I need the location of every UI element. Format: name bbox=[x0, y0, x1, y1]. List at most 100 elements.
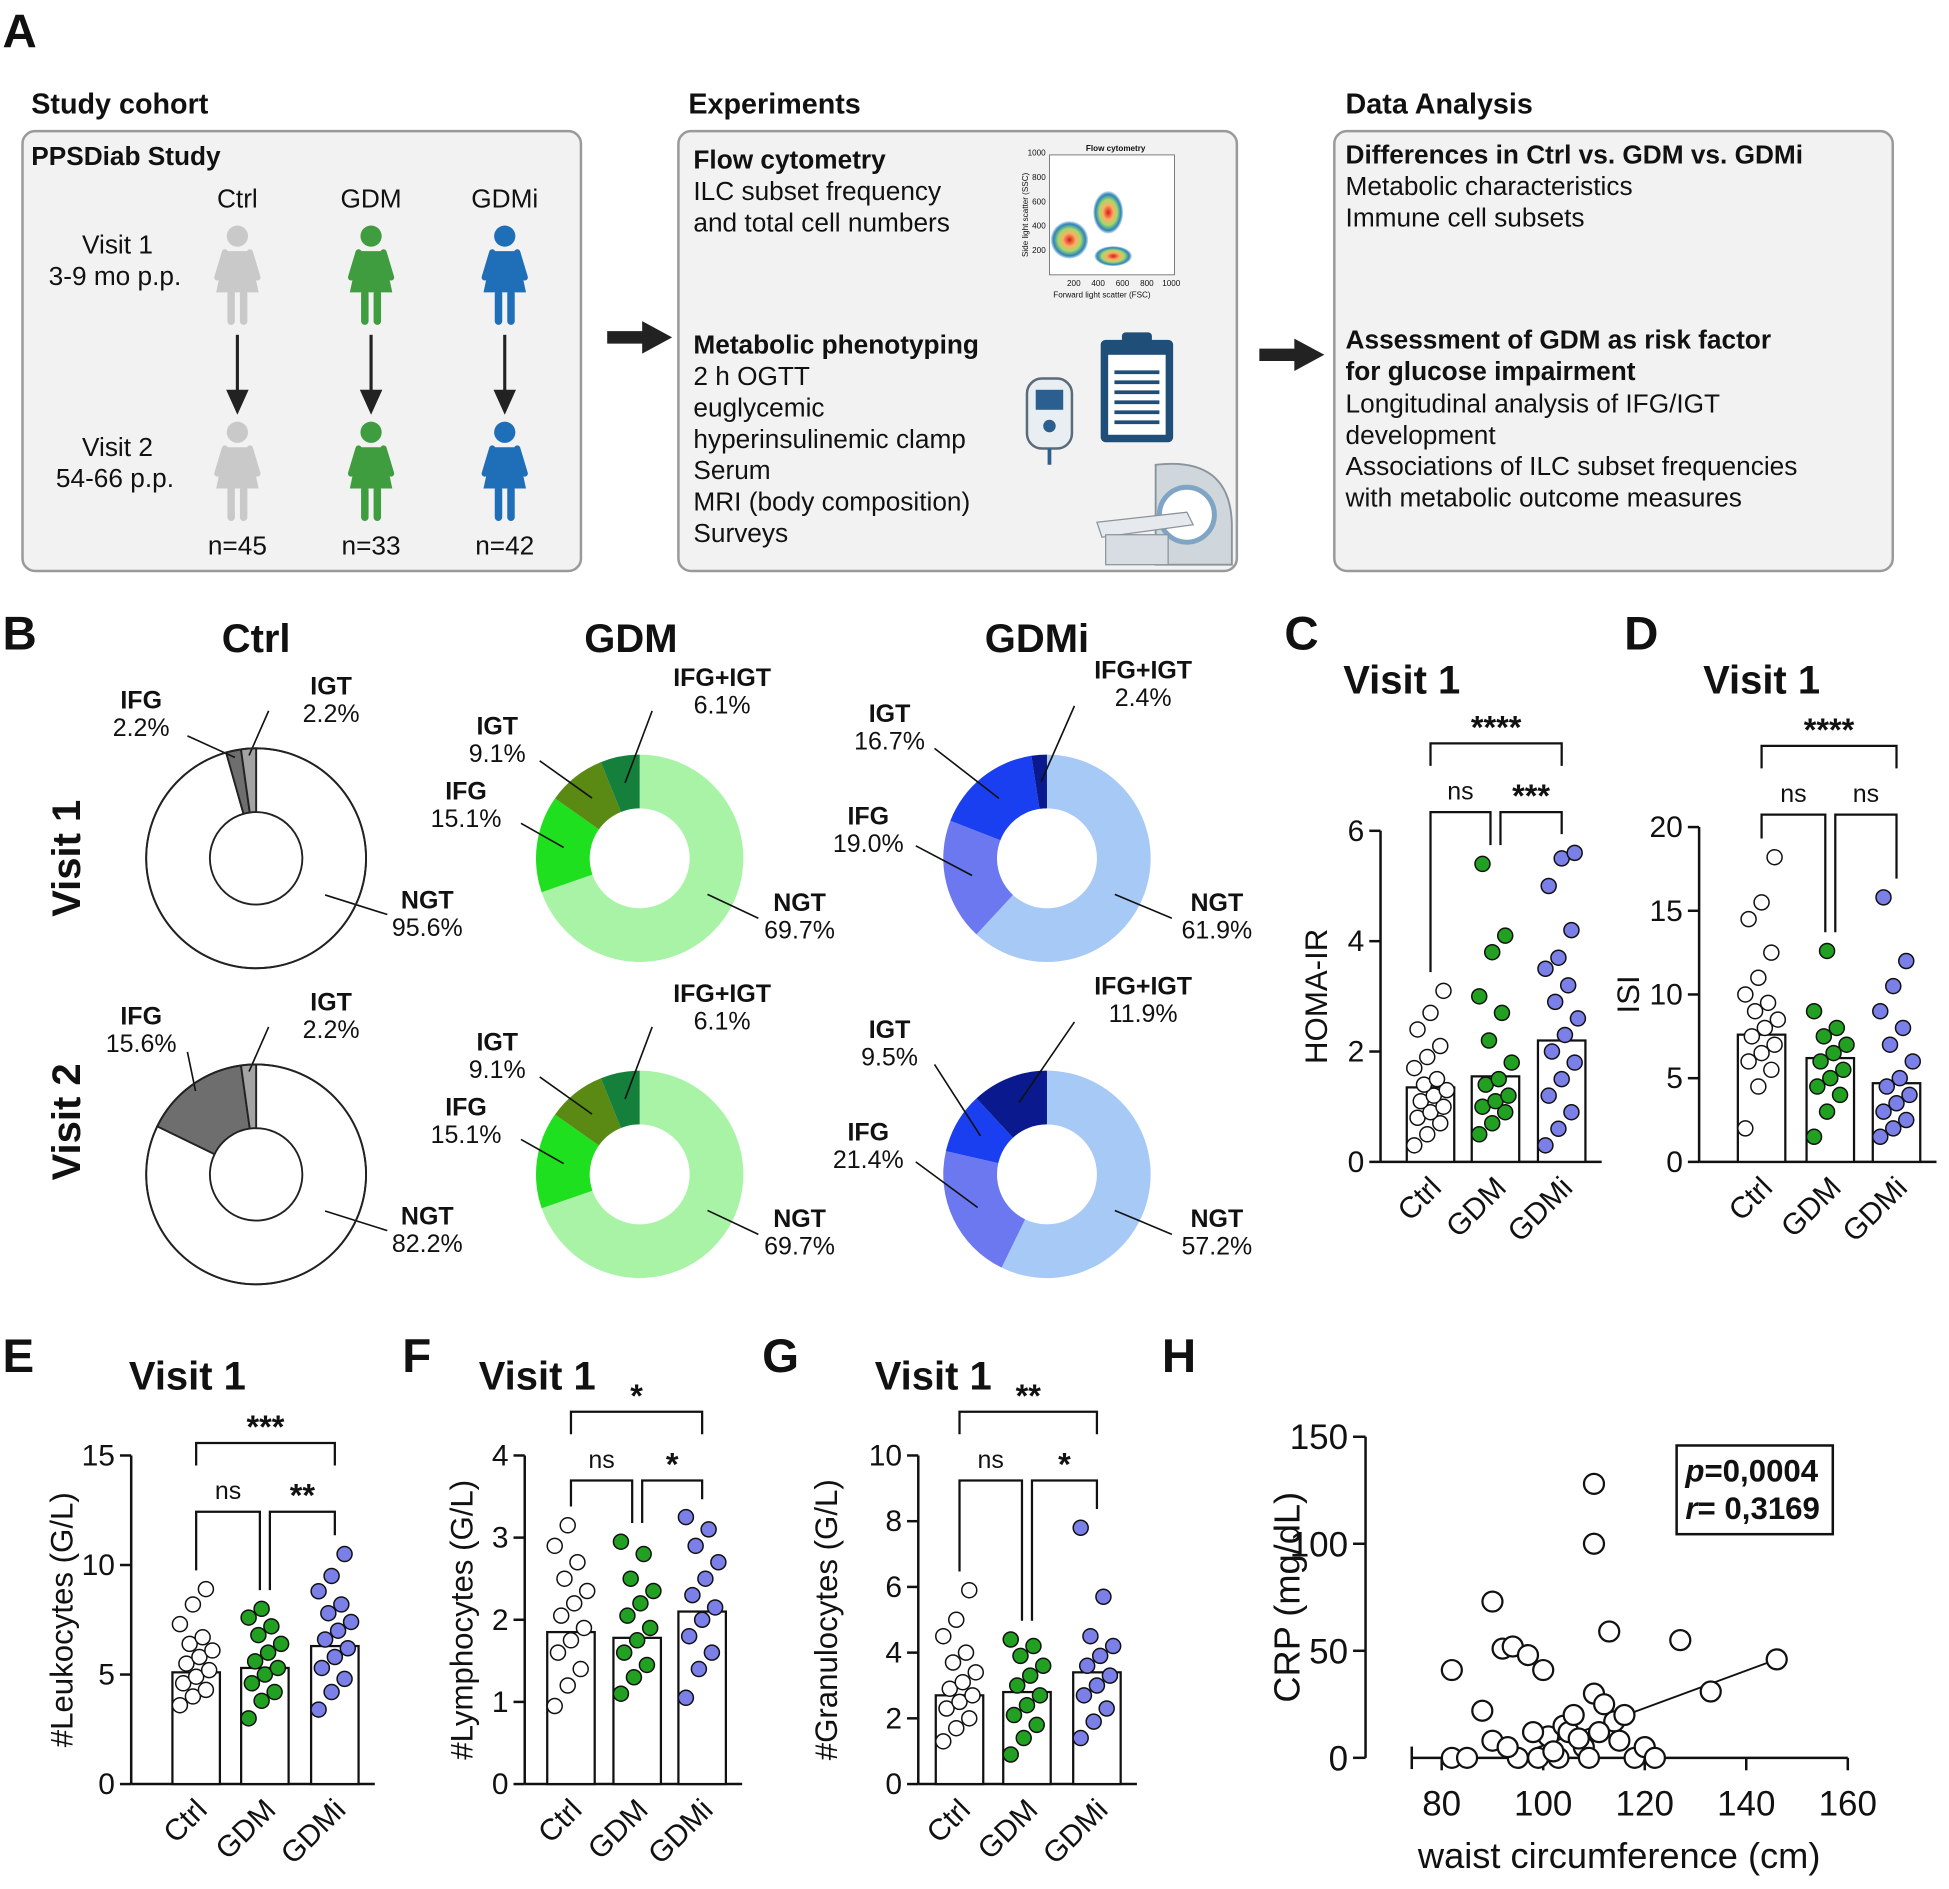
person-arms bbox=[481, 249, 528, 281]
inset-ytick: 400 bbox=[1032, 222, 1046, 231]
data-point bbox=[578, 1582, 596, 1600]
block-line: Metabolic characteristics bbox=[1346, 171, 1633, 201]
scatter-point bbox=[1699, 1680, 1722, 1703]
data-point bbox=[1098, 1700, 1115, 1717]
data-point bbox=[1082, 1627, 1099, 1645]
data-point bbox=[266, 1683, 283, 1701]
data-point bbox=[700, 1521, 717, 1538]
stats-value: = 0,3169 bbox=[1698, 1491, 1820, 1526]
group-label: Ctrl bbox=[217, 183, 258, 213]
scatter-point bbox=[1582, 1532, 1606, 1555]
leader-line bbox=[539, 1076, 593, 1115]
data-point bbox=[967, 1664, 984, 1681]
group-label: GDM bbox=[340, 183, 401, 213]
data-point bbox=[1825, 1044, 1842, 1062]
inset-xlabel: Forward light scatter (FSC) bbox=[1053, 290, 1151, 299]
n-label: n=42 bbox=[475, 531, 534, 561]
y-tick-label: 6 bbox=[1348, 815, 1365, 848]
chart-title: Visit 1 bbox=[479, 1354, 596, 1398]
data-point bbox=[575, 1619, 593, 1637]
segment-label: IFG bbox=[120, 1002, 162, 1030]
data-point bbox=[329, 1622, 347, 1639]
donut-segment bbox=[976, 754, 1151, 962]
segment-label: IGT bbox=[476, 1029, 518, 1057]
person-head bbox=[360, 225, 382, 247]
person-icon bbox=[214, 421, 261, 521]
data-point bbox=[1737, 1120, 1754, 1137]
person-leg bbox=[373, 485, 382, 521]
data-point bbox=[1483, 1115, 1501, 1132]
data-point bbox=[961, 1710, 978, 1727]
data-point bbox=[612, 1685, 630, 1702]
significance-bracket bbox=[268, 1510, 336, 1591]
data-point bbox=[250, 1626, 267, 1644]
data-point bbox=[559, 1677, 576, 1694]
y-tick-label: 10 bbox=[82, 1549, 115, 1582]
leader-line bbox=[539, 760, 593, 799]
segment-value: 6.1% bbox=[694, 691, 751, 719]
scatter-point bbox=[1567, 1727, 1590, 1750]
donut-segment bbox=[1031, 754, 1047, 809]
arrow-head bbox=[226, 389, 249, 415]
scatter-point bbox=[1598, 1620, 1621, 1643]
data-point bbox=[1812, 1053, 1829, 1070]
data-point bbox=[1750, 969, 1767, 986]
x-tick-label: GDMi bbox=[1836, 1171, 1913, 1248]
data-point bbox=[935, 1733, 952, 1750]
person-leg bbox=[361, 289, 369, 325]
segment-label: IFG+IGT bbox=[1094, 656, 1192, 684]
data-point bbox=[684, 1586, 701, 1604]
x-tick-label: GDM bbox=[1440, 1171, 1513, 1244]
person-leg bbox=[227, 289, 235, 325]
block-heading: Differences in Ctrl vs. GDM vs. GDMi bbox=[1346, 140, 1803, 170]
leader-line bbox=[934, 747, 1000, 799]
data-point bbox=[1831, 1086, 1849, 1104]
segment-value: 95.6% bbox=[392, 914, 463, 942]
segment-value: 6.1% bbox=[694, 1007, 751, 1035]
data-point bbox=[957, 1644, 975, 1661]
mri-base bbox=[1105, 534, 1169, 566]
segment-label: NGT bbox=[1191, 889, 1244, 917]
inset-xtick: 200 bbox=[1067, 279, 1081, 288]
significance-bracket bbox=[195, 1441, 336, 1466]
leader-line bbox=[624, 710, 653, 784]
data-point bbox=[1018, 1696, 1036, 1714]
x-tick-label: GDMi bbox=[275, 1793, 352, 1870]
data-point bbox=[1078, 1657, 1096, 1675]
data-point bbox=[1838, 1036, 1855, 1053]
data-point bbox=[1766, 848, 1783, 866]
chart-title: Visit 1 bbox=[1703, 658, 1820, 702]
segment-label: IFG bbox=[847, 1119, 889, 1147]
scatter-point bbox=[1471, 1699, 1494, 1722]
block-line: hyperinsulinemic clamp bbox=[693, 424, 966, 454]
data-point bbox=[1818, 1103, 1836, 1120]
segment-label: IGT bbox=[869, 700, 911, 728]
block-heading: Assessment of GDM as risk factor bbox=[1346, 325, 1771, 355]
significance-label: ns bbox=[1853, 780, 1879, 808]
block-heading: Metabolic phenotyping bbox=[693, 330, 978, 360]
leader-line bbox=[1018, 1021, 1076, 1104]
data-point bbox=[961, 1581, 978, 1599]
block-line: development bbox=[1346, 420, 1497, 450]
data-point bbox=[693, 1611, 711, 1629]
right-arrow bbox=[1259, 338, 1325, 372]
data-point bbox=[572, 1660, 589, 1678]
person-leg bbox=[239, 485, 248, 521]
data-point bbox=[1490, 1070, 1507, 1088]
data-point bbox=[1740, 910, 1757, 928]
data-point bbox=[263, 1618, 280, 1635]
segment-value: 69.7% bbox=[764, 916, 835, 944]
row-title: Visit 2 bbox=[45, 1063, 89, 1180]
significance-label: ** bbox=[1016, 1378, 1042, 1414]
data-point bbox=[948, 1719, 965, 1737]
data-point bbox=[1740, 1053, 1757, 1070]
mri-table bbox=[1096, 511, 1195, 538]
y-axis-label: #Granulocytes (G/L) bbox=[809, 1479, 844, 1760]
person-body bbox=[483, 251, 526, 293]
data-point bbox=[546, 1697, 563, 1715]
data-point bbox=[1088, 1677, 1106, 1694]
scatter-point bbox=[1765, 1648, 1788, 1671]
data-point bbox=[1104, 1637, 1122, 1655]
donut-segment bbox=[535, 1114, 599, 1209]
